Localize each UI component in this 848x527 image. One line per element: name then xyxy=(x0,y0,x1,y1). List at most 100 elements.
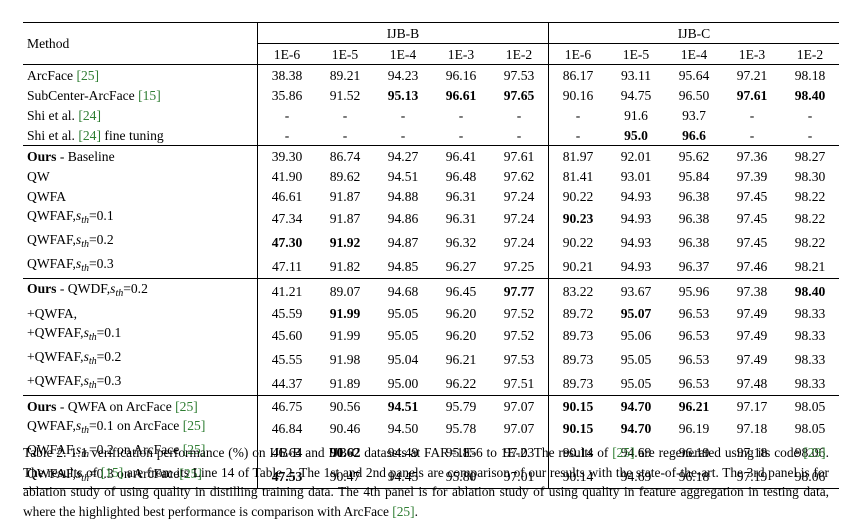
citation: [25] xyxy=(76,67,100,83)
table-row: QWFA 46.61 91.87 94.88 96.31 97.24 90.22 94.93 9… xyxy=(23,186,839,206)
value-cell: 97.24 xyxy=(503,234,535,250)
value-cell: 45.55 xyxy=(257,347,316,371)
value-cell: 39.30 xyxy=(257,145,316,166)
value-cell: 96.31 xyxy=(445,188,477,204)
value-cell: 98.06 xyxy=(781,464,839,489)
value-cell: - xyxy=(257,125,316,146)
text-fragment: s xyxy=(75,442,82,457)
value-cell: - xyxy=(516,127,522,143)
value-cell: 89.72 xyxy=(548,303,607,323)
citation: [24] xyxy=(78,127,102,143)
text-fragment: Ours xyxy=(27,281,57,296)
value-cell: 94.51 xyxy=(387,168,419,184)
value-cell: 47.11 xyxy=(257,254,316,279)
far-header-cell: 1E-6 xyxy=(548,43,607,65)
value-cell: 95.96 xyxy=(665,278,723,303)
text-fragment: s xyxy=(75,232,82,247)
value-cell: 94.93 xyxy=(620,210,652,226)
text-fragment: th xyxy=(81,449,89,460)
far-header-cell: 1E-3 xyxy=(738,46,766,62)
value-cell: 98.40 xyxy=(794,87,826,103)
value-cell: 41.21 xyxy=(257,278,316,303)
method-cell: SubCenter-ArcFace [15] xyxy=(23,85,258,105)
far-header-cell: 1E-2 xyxy=(505,46,533,62)
value-cell: 96.21 xyxy=(445,351,477,367)
text-fragment: =0.3 xyxy=(96,373,122,388)
value-cell: 98.22 xyxy=(794,234,826,250)
value-cell: 98.33 xyxy=(794,305,826,321)
value-cell: 95.05 xyxy=(620,375,652,391)
value-cell: 90.46 xyxy=(329,420,361,436)
value-cell: 97.18 xyxy=(736,444,768,460)
method-cell: +QWFA, xyxy=(23,303,258,323)
text-fragment: Table 2. 1:1 verification performance (%… xyxy=(23,445,613,460)
table-row: Shi et al. [24] fine tuning - - - - - -95.0 96.… xyxy=(23,125,839,146)
value-cell: 95.05 xyxy=(387,327,419,343)
value-cell: 97.24 xyxy=(503,188,535,204)
method-cell: QWFAF,sth=0.1 xyxy=(23,206,258,230)
value-cell: 86.17 xyxy=(548,64,607,85)
value-cell: - xyxy=(807,107,813,123)
value-cell: 95.07 xyxy=(620,305,652,321)
value-cell: 97.52 xyxy=(503,327,535,343)
value-cell: 90.47 xyxy=(316,464,374,489)
text-fragment: . The results of xyxy=(23,445,829,480)
text-fragment: th xyxy=(88,380,97,391)
value-cell: 95.78 xyxy=(445,420,477,436)
value-cell: 86.74 xyxy=(316,145,374,166)
value-cell: 97.49 xyxy=(736,327,768,343)
value-cell: 94.75 xyxy=(620,87,652,103)
value-cell: 94.51 xyxy=(374,395,432,416)
text-fragment: QW xyxy=(27,168,50,184)
value-cell: 96.27 xyxy=(445,258,477,274)
text-fragment: are regenerated using its code xyxy=(634,445,804,460)
table-row: QWFAF,sth=0.2 on ArcFace [25] 46.64 90.62 9… xyxy=(23,440,839,464)
text-fragment: =0.2 on ArcFace xyxy=(88,442,183,457)
table-row: +QWFAF,sth=0.3 44.37 91.89 95.00 96.22 97.51 8… xyxy=(23,371,839,396)
value-cell: 90.56 xyxy=(316,395,374,416)
value-cell: 94.87 xyxy=(387,234,419,250)
far-header-cell: 1E-5 xyxy=(622,46,650,62)
value-cell: 92.01 xyxy=(607,145,665,166)
value-cell: 97.38 xyxy=(723,278,781,303)
value-cell: 89.62 xyxy=(329,168,361,184)
value-cell: 96.48 xyxy=(445,168,477,184)
value-cell: 47.30 xyxy=(257,230,316,254)
value-cell: - xyxy=(548,125,607,146)
value-cell: - xyxy=(516,107,522,123)
value-cell: 96.53 xyxy=(678,327,710,343)
value-cell: - xyxy=(749,107,755,123)
value-cell: 89.21 xyxy=(316,64,374,85)
value-cell: 89.07 xyxy=(316,278,374,303)
value-cell: 98.05 xyxy=(781,395,839,416)
table-row: +QWFAF,sth=0.1 45.60 91.99 95.05 96.20 97.52 8… xyxy=(23,323,839,347)
table-row: Ours - Baseline 39.30 86.74 94.27 96.41 97.61… xyxy=(23,145,839,166)
value-cell: 94.70 xyxy=(620,420,652,436)
text-fragment: are from its Line 14 of Table 2. The 1st… xyxy=(23,464,829,519)
table-row: QWFAF,sth=0.1 47.34 91.87 94.86 96.31 97.24 90… xyxy=(23,206,839,230)
far-header-cell: 1E-4 xyxy=(389,46,417,62)
value-cell: 97.53 xyxy=(503,351,535,367)
value-cell: 95.00 xyxy=(387,375,419,391)
value-cell: 96.41 xyxy=(432,145,490,166)
text-fragment: =0.2 xyxy=(123,281,148,296)
far-header-cell: 1E-5 xyxy=(331,46,359,62)
text-fragment: th xyxy=(81,473,89,484)
value-cell: 90.14 xyxy=(548,464,607,489)
value-cell: 97.24 xyxy=(503,210,535,226)
citation: [25] xyxy=(182,418,206,433)
value-cell: 46.84 xyxy=(257,416,316,440)
table-row: Ours - QWDF,sth=0.2 41.21 89.07 94.68 96.45 9… xyxy=(23,278,839,303)
value-cell: 93.01 xyxy=(620,168,652,184)
value-cell: 98.18 xyxy=(781,64,839,85)
table-row: Shi et al. [24] - - - - - -91.6 93.7- - xyxy=(23,105,839,125)
method-cell: QWFA xyxy=(23,186,258,206)
value-cell: 97.45 xyxy=(736,234,768,250)
value-cell: 98.40 xyxy=(781,278,839,303)
value-cell: 95.84 xyxy=(678,168,710,184)
value-cell: 98.21 xyxy=(794,258,826,274)
value-cell: 96.53 xyxy=(678,305,710,321)
text-fragment: s xyxy=(75,208,82,223)
value-cell: 38.38 xyxy=(257,64,316,85)
value-cell: 97.07 xyxy=(503,420,535,436)
